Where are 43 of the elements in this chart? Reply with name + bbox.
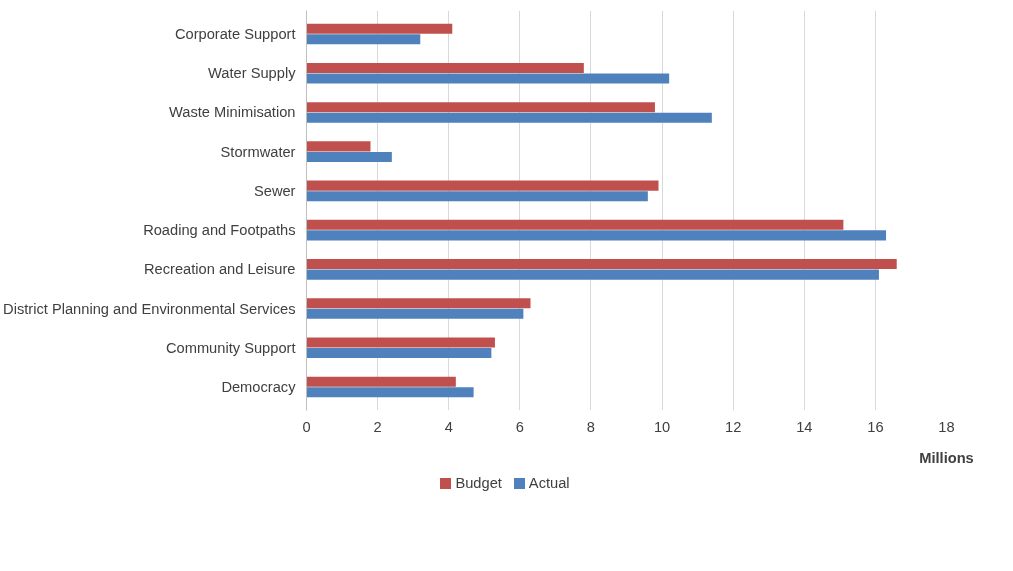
x-tick-label: 8	[586, 418, 596, 435]
y-tick-label: Roading and Footpaths	[143, 222, 296, 239]
y-tick-label: Corporate Support	[174, 26, 296, 43]
bar	[306, 219, 844, 230]
bar	[306, 112, 712, 123]
x-tick-label: 6	[515, 418, 524, 435]
bar	[306, 151, 392, 162]
bar	[306, 348, 492, 359]
y-tick-label: Water Supply	[208, 65, 297, 82]
bar	[306, 298, 531, 309]
bar	[306, 34, 421, 45]
bar	[306, 259, 897, 270]
legend-label: Budget	[455, 474, 502, 493]
x-tick-label: 0	[302, 418, 311, 435]
y-tick-label: Waste Minimisation	[168, 104, 296, 121]
bar	[306, 387, 474, 398]
x-tick-label: 2	[373, 418, 382, 435]
y-tick-label: Stormwater	[220, 143, 296, 160]
bar	[306, 62, 584, 73]
bar	[306, 141, 371, 152]
y-tick-label: Sewer	[253, 182, 296, 199]
bar	[306, 102, 655, 113]
bar	[306, 73, 670, 84]
bar	[306, 180, 659, 191]
y-tick-label: Recreation and Leisure	[143, 261, 296, 278]
y-tick-label: Democracy	[221, 378, 297, 395]
x-tick-label: 14	[796, 418, 813, 435]
y-tick-label: Community Support	[165, 339, 296, 356]
x-tick-label: 12	[725, 418, 742, 435]
bar	[306, 308, 524, 319]
x-tick-label: 18	[938, 418, 955, 435]
bar	[306, 230, 887, 241]
legend-label: Actual	[528, 474, 570, 493]
x-tick-label: 4	[444, 418, 453, 435]
bar	[306, 23, 453, 34]
x-axis-title: Millions	[919, 449, 974, 466]
bar	[306, 269, 879, 280]
bar	[306, 376, 456, 387]
x-tick-label: 10	[653, 418, 671, 435]
y-tick-label: District Planning and Environmental Services	[3, 300, 296, 317]
bar	[306, 337, 495, 348]
bar	[306, 191, 648, 202]
x-tick-label: 16	[867, 418, 884, 435]
